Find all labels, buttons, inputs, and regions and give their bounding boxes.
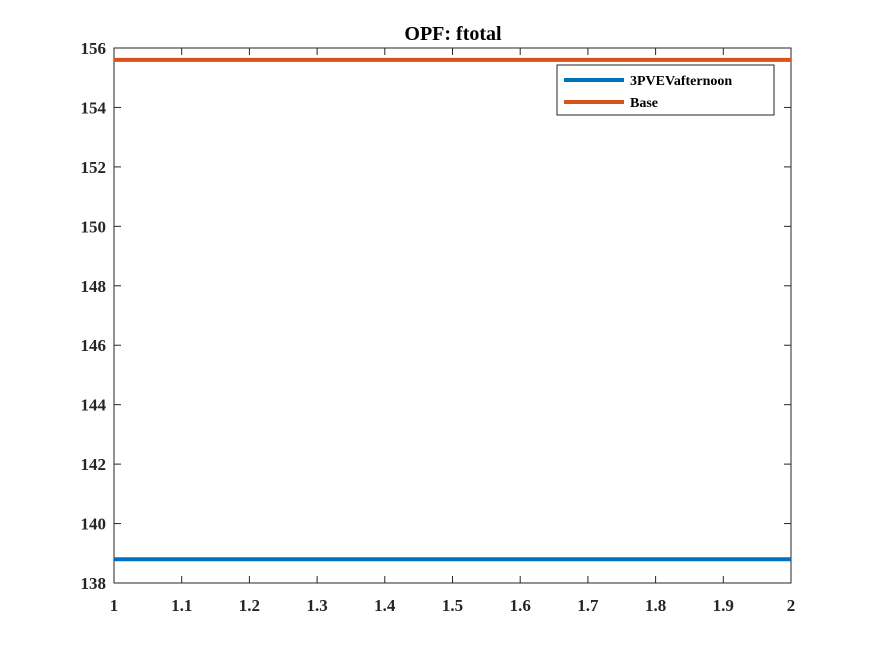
legend-label: 3PVEVafternoon <box>630 74 732 89</box>
x-tick-label: 1.8 <box>645 596 666 615</box>
axes-box <box>113 47 792 584</box>
x-tick-label: 1.2 <box>239 596 260 615</box>
series-layer <box>114 57 791 562</box>
x-tick-label: 1.9 <box>713 596 734 615</box>
chart-title: OPF: ftotal <box>404 23 502 45</box>
x-tick-label: 1 <box>110 596 119 615</box>
x-tick-label: 1.4 <box>374 596 396 615</box>
y-tick-label: 156 <box>81 39 107 58</box>
y-tick-label: 152 <box>81 158 107 177</box>
x-tick-label: 1.7 <box>577 596 599 615</box>
legend: 3PVEVafternoon Base <box>556 64 775 116</box>
y-tick-label: 146 <box>81 336 107 355</box>
x-tick-label: 1.1 <box>171 596 192 615</box>
x-tick-label: 1.5 <box>442 596 463 615</box>
y-tick-label: 154 <box>81 98 107 117</box>
x-tick-label: 1.3 <box>306 596 327 615</box>
y-tick-label: 142 <box>81 455 107 474</box>
legend-label: Base <box>630 96 658 111</box>
legend-box <box>556 64 775 116</box>
y-tick-label: 144 <box>81 396 107 415</box>
y-tick-label: 140 <box>81 515 107 534</box>
x-tick-label: 1.6 <box>510 596 531 615</box>
plot-area: 1 1.1 1.2 1.3 1.4 1.5 1.6 1.7 1.8 1.9 2 138 140 142 14… <box>81 39 796 615</box>
y-tick-label: 148 <box>81 277 107 296</box>
x-tick-label: 2 <box>787 596 796 615</box>
y-tick-label: 150 <box>81 217 107 236</box>
y-tick-label: 138 <box>81 574 107 593</box>
